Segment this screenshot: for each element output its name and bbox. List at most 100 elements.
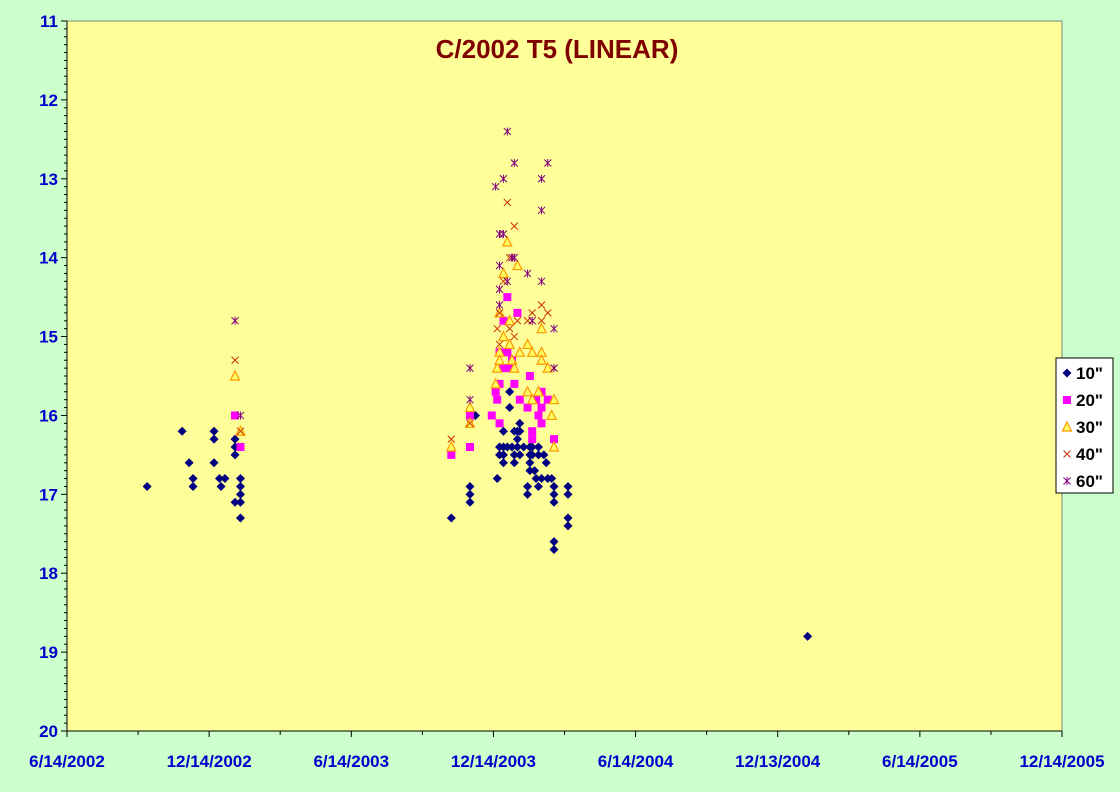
y-tick-label: 16 [39,406,58,425]
series-1 [142,387,813,641]
data-point [177,426,187,436]
data-point [512,434,522,444]
data-point [447,450,456,459]
data-point [522,338,534,350]
data-point [525,458,535,468]
x-tick-label: 12/14/2003 [451,752,536,771]
data-point [495,309,504,317]
data-point [543,395,552,404]
data-point [525,372,534,380]
y-tick-label: 19 [39,643,58,662]
data-point [495,301,504,309]
data-point [537,277,546,286]
data-point [523,269,532,278]
data-point [505,324,514,333]
data-point [491,182,500,191]
data-point [515,395,524,404]
data-point [508,361,520,373]
legend-label: 40" [1076,445,1103,464]
data-point [465,497,475,507]
data-point [142,481,152,491]
data-point [235,474,245,484]
data-point [510,253,519,262]
data-point [513,316,522,325]
data-point [522,385,534,397]
y-tick-label: 15 [39,328,58,347]
data-point [499,230,508,238]
data-point [541,458,551,468]
data-point [523,481,533,491]
data-point [209,458,219,468]
data-point [549,545,559,555]
data-point [465,411,474,420]
data-point [487,411,496,420]
data-point [495,419,504,428]
legend-label: 10" [1076,364,1103,383]
data-point [549,435,558,444]
data-point [220,474,230,484]
data-point [498,450,508,460]
data-point [465,489,475,499]
y-tick-label: 11 [40,12,58,31]
data-point [515,418,525,428]
data-point [465,443,474,451]
data-point [501,235,513,247]
data-point [464,401,476,413]
data-point [563,521,573,531]
y-tick-label: 12 [39,91,58,110]
data-point [505,364,514,373]
data-point [188,474,198,484]
data-point [446,513,456,523]
data-point [235,481,245,491]
data-point [236,443,245,451]
data-point [188,481,198,491]
data-point [231,411,240,420]
y-tick-label: 17 [39,485,58,504]
data-point [534,411,543,420]
data-point [514,345,526,357]
data-point [523,489,533,499]
data-point [550,324,558,333]
data-point [466,419,474,428]
legend-marker [1063,396,1071,404]
data-point [549,489,559,499]
data-point [528,316,537,325]
data-point [503,348,512,357]
data-point [491,361,503,373]
data-point [491,387,500,396]
x-tick-label: 6/14/2004 [598,752,674,771]
data-point [497,267,509,279]
data-point [563,513,573,523]
x-tick-label: 6/14/2002 [29,752,105,771]
y-tick-label: 20 [39,722,58,741]
data-point [537,174,546,183]
data-point [495,340,504,349]
data-point [498,458,508,468]
data-point [543,159,552,167]
data-point [502,442,512,452]
data-point [229,369,241,381]
data-point [548,440,560,452]
data-point [235,489,245,499]
data-point [503,277,512,286]
data-point [465,481,475,491]
data-point [466,395,474,404]
data-point [509,450,519,460]
data-point [495,230,504,238]
x-tick-label: 6/14/2005 [882,752,958,771]
data-point [536,322,548,334]
data-point [495,379,504,388]
axes: 11 12 13 14 15 16 17 18 19 20 6/14/2002 12/14/2002 6… [29,12,1104,771]
data-point [526,393,538,405]
data-point [563,489,573,499]
data-point [445,440,457,452]
data-point [537,316,546,325]
data-point [504,314,516,326]
data-point [209,426,219,436]
data-point [509,458,519,468]
data-point [499,364,508,373]
legend: 10" 20" 30" 40" 60" [1055,357,1114,494]
data-point [493,324,502,333]
data-point [505,387,515,397]
